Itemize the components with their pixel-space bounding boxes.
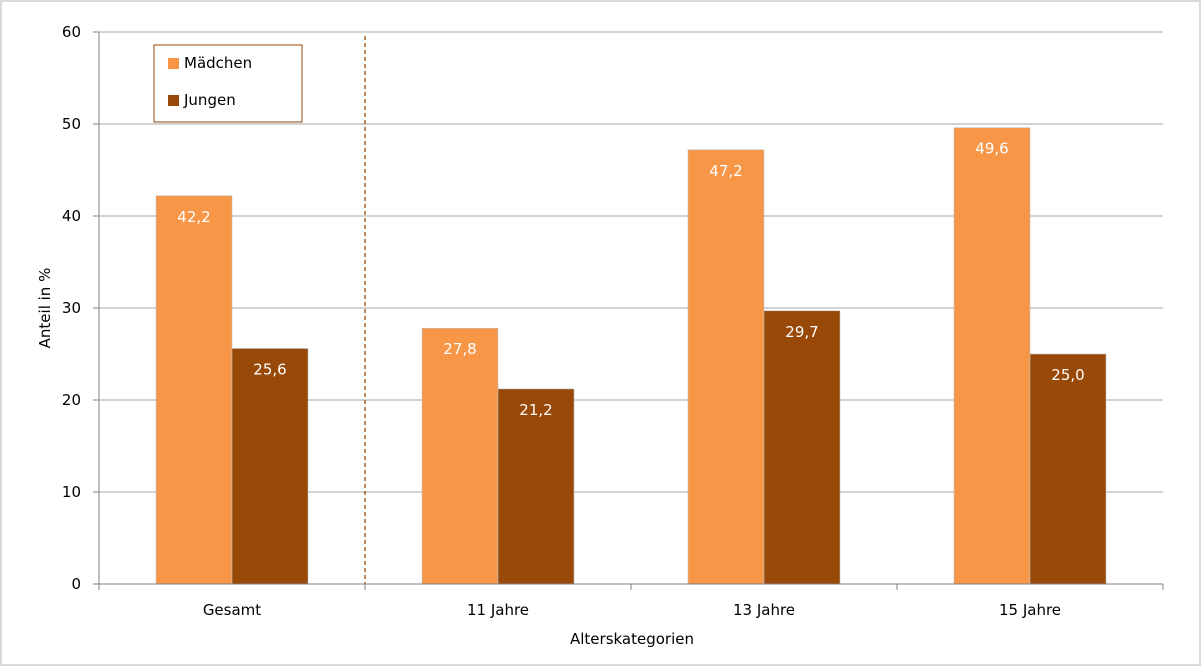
bar bbox=[953, 127, 1031, 585]
y-axis-title: Anteil in % bbox=[36, 268, 54, 349]
x-tick-label: 15 Jahre bbox=[999, 601, 1061, 619]
bar bbox=[155, 195, 233, 585]
y-tick-label: 10 bbox=[62, 483, 81, 501]
legend-label-jungen: Jungen bbox=[183, 91, 236, 109]
data-label: 29,7 bbox=[785, 323, 818, 341]
legend-label-maedchen: Mädchen bbox=[184, 54, 252, 72]
bar bbox=[421, 327, 499, 585]
legend-swatch-jungen bbox=[168, 95, 179, 106]
data-label: 25,0 bbox=[1051, 366, 1084, 384]
legend-swatch-maedchen bbox=[168, 58, 179, 69]
data-label: 49,6 bbox=[975, 140, 1008, 158]
axes: 0 10 20 30 40 50 60 Gesamt 11 Jahre 13 Jahre 15 Ja… bbox=[62, 23, 1164, 619]
legend-box bbox=[153, 44, 303, 123]
bar bbox=[1029, 353, 1107, 585]
x-axis-title: Alterskategorien bbox=[570, 630, 694, 648]
data-label: 42,2 bbox=[177, 208, 210, 226]
data-label: 47,2 bbox=[709, 162, 742, 180]
bar bbox=[763, 310, 841, 585]
y-tick-label: 30 bbox=[62, 299, 81, 317]
y-tick-label: 50 bbox=[62, 115, 81, 133]
legend: Mädchen Jungen bbox=[153, 44, 303, 123]
data-label: 25,6 bbox=[253, 360, 286, 378]
data-label: 27,8 bbox=[443, 340, 476, 358]
bar bbox=[231, 348, 309, 585]
y-tick-label: 20 bbox=[62, 391, 81, 409]
y-tick-label: 40 bbox=[62, 207, 81, 225]
x-tick-label: 11 Jahre bbox=[467, 601, 529, 619]
data-label: 21,2 bbox=[519, 401, 552, 419]
x-tick-label: Gesamt bbox=[203, 601, 261, 619]
x-tick-label: 13 Jahre bbox=[733, 601, 795, 619]
bars: 42,2 25,6 27,8 21,2 47,2 29,7 49,6 25,0 bbox=[155, 127, 1107, 585]
y-tick-label: 60 bbox=[62, 23, 81, 41]
bar bbox=[687, 149, 765, 585]
y-tick-label: 0 bbox=[71, 575, 81, 593]
